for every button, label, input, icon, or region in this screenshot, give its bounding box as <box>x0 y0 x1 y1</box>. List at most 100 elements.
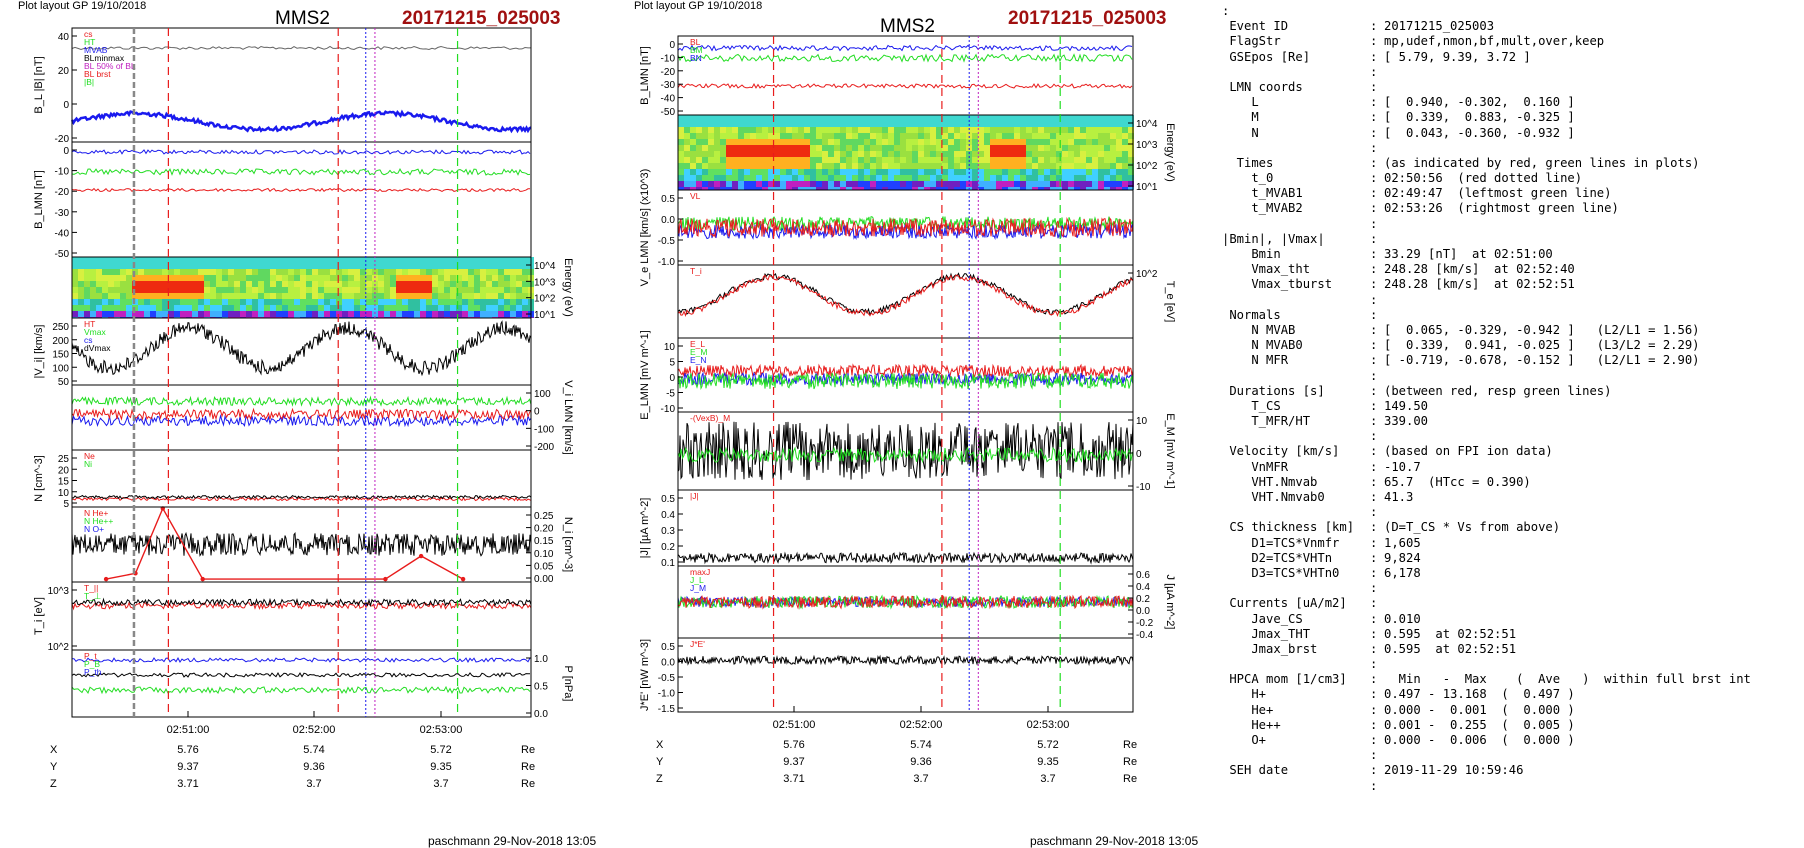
heatmap-cell <box>918 139 924 145</box>
heatmap-cell <box>708 187 714 190</box>
heatmap-cell <box>72 257 78 263</box>
heatmap-cell <box>324 275 330 281</box>
heatmap-cell <box>906 127 912 133</box>
info-key: Jave_CS <box>1222 611 1303 626</box>
time-tick-label: 02:52:00 <box>293 724 336 736</box>
heatmap-cell <box>246 311 252 317</box>
heatmap-cell <box>786 169 792 175</box>
heatmap-cell <box>696 133 702 139</box>
heatmap-cell <box>894 139 900 145</box>
heatmap-cell <box>1050 127 1056 133</box>
legend-entry: P_B <box>84 659 100 669</box>
heatmap-cell <box>1074 181 1080 187</box>
heatmap-cell <box>1008 181 1014 187</box>
heatmap-cell <box>516 263 522 269</box>
heatmap-cell <box>918 175 924 181</box>
heatmap-cell <box>996 163 1002 169</box>
heatmap-cell <box>1050 121 1056 127</box>
info-key: CS thickness [km] <box>1222 520 1355 535</box>
info-colon: : <box>1370 459 1378 474</box>
heatmap-cell <box>864 163 870 169</box>
heatmap-cell <box>1056 187 1062 190</box>
info-key: t_MVAB2 <box>1222 201 1303 216</box>
heatmap-cell <box>78 275 84 281</box>
info-value: 02:50:56 (red dotted line) <box>1384 171 1583 186</box>
legend-entry: BL 50% of BL <box>84 61 136 71</box>
heatmap-cell <box>1074 187 1080 190</box>
heatmap-cell <box>504 305 510 311</box>
heatmap-cell <box>972 157 978 163</box>
heatmap-cell <box>228 311 234 317</box>
heatmap-cell <box>714 187 720 190</box>
heatmap-cell <box>762 169 768 175</box>
heatmap-cell <box>918 187 924 190</box>
heatmap-cell <box>318 269 324 275</box>
series-line <box>677 551 1134 565</box>
heatmap-cell <box>726 133 732 139</box>
heatmap-cell <box>360 281 366 287</box>
y-tick-label: 0.5 <box>661 194 675 205</box>
heatmap-cell <box>1116 187 1122 190</box>
heatmap-cell <box>1074 157 1080 163</box>
heatmap-cell <box>804 169 810 175</box>
y-axis-label: B_LMN [nT] <box>33 170 45 229</box>
heatmap-cell <box>378 275 384 281</box>
heatmap-cell <box>1104 151 1110 157</box>
heatmap-cell <box>438 293 444 299</box>
heatmap-cell <box>468 257 474 263</box>
heatmap-cell <box>840 151 846 157</box>
heatmap-cell <box>426 305 432 311</box>
heatmap-cell <box>432 311 438 317</box>
heatmap-cell <box>816 181 822 187</box>
panel-3: 10^410^310^210^1 Energy (eV) <box>71 256 574 321</box>
info-value: mp,udef,nmon,bf,mult,over,keep <box>1384 34 1605 49</box>
heatmap-cell <box>396 299 402 305</box>
heatmap-cell <box>1020 145 1026 151</box>
heatmap-cell <box>132 311 138 317</box>
heatmap-cell <box>426 257 432 263</box>
heatmap-cell <box>366 293 372 299</box>
heatmap-cell <box>270 305 276 311</box>
heatmap-cell <box>186 293 192 299</box>
heatmap-cell <box>408 275 414 281</box>
heatmap-cell <box>714 127 720 133</box>
heatmap-cell <box>474 257 480 263</box>
heatmap-cell <box>678 157 684 163</box>
heatmap-cell <box>900 115 906 121</box>
heatmap-cell <box>366 269 372 275</box>
heatmap-cell <box>810 169 816 175</box>
heatmap-cell <box>396 287 402 293</box>
heatmap-cell <box>1032 115 1038 121</box>
heatmap-cell <box>984 151 990 157</box>
heatmap-cell <box>762 157 768 163</box>
heatmap-cell <box>846 133 852 139</box>
heatmap-cell <box>846 157 852 163</box>
info-colon: : <box>1370 353 1378 368</box>
heatmap-cell <box>882 133 888 139</box>
heatmap-cell <box>120 299 126 305</box>
info-row: T_MFR/HT:339.00 <box>1222 414 1792 429</box>
heatmap-cell <box>336 269 342 275</box>
heatmap-cell <box>678 163 684 169</box>
info-key: VnMFR <box>1222 459 1289 474</box>
heatmap-cell <box>1128 127 1134 133</box>
heatmap-cell <box>1128 169 1134 175</box>
heatmap-cell <box>330 293 336 299</box>
heatmap-cell <box>252 257 258 263</box>
heatmap-cell <box>96 287 102 293</box>
info-row: t_MVAB2:02:53:26 (rightmost green line) <box>1222 201 1792 216</box>
heatmap-cell <box>384 311 390 317</box>
heatmap-cell <box>774 151 780 157</box>
heatmap-cell <box>144 311 150 317</box>
info-row: : <box>1222 657 1792 672</box>
heatmap-cell <box>390 299 396 305</box>
heatmap-cell <box>750 115 756 121</box>
heatmap-cell <box>894 169 900 175</box>
heatmap-cell <box>444 257 450 263</box>
heatmap-cell <box>888 175 894 181</box>
heatmap-cell <box>774 175 780 181</box>
heatmap-cell <box>402 257 408 263</box>
heatmap-cell <box>984 163 990 169</box>
heatmap-cell <box>1062 187 1068 190</box>
heatmap-cell <box>1050 181 1056 187</box>
